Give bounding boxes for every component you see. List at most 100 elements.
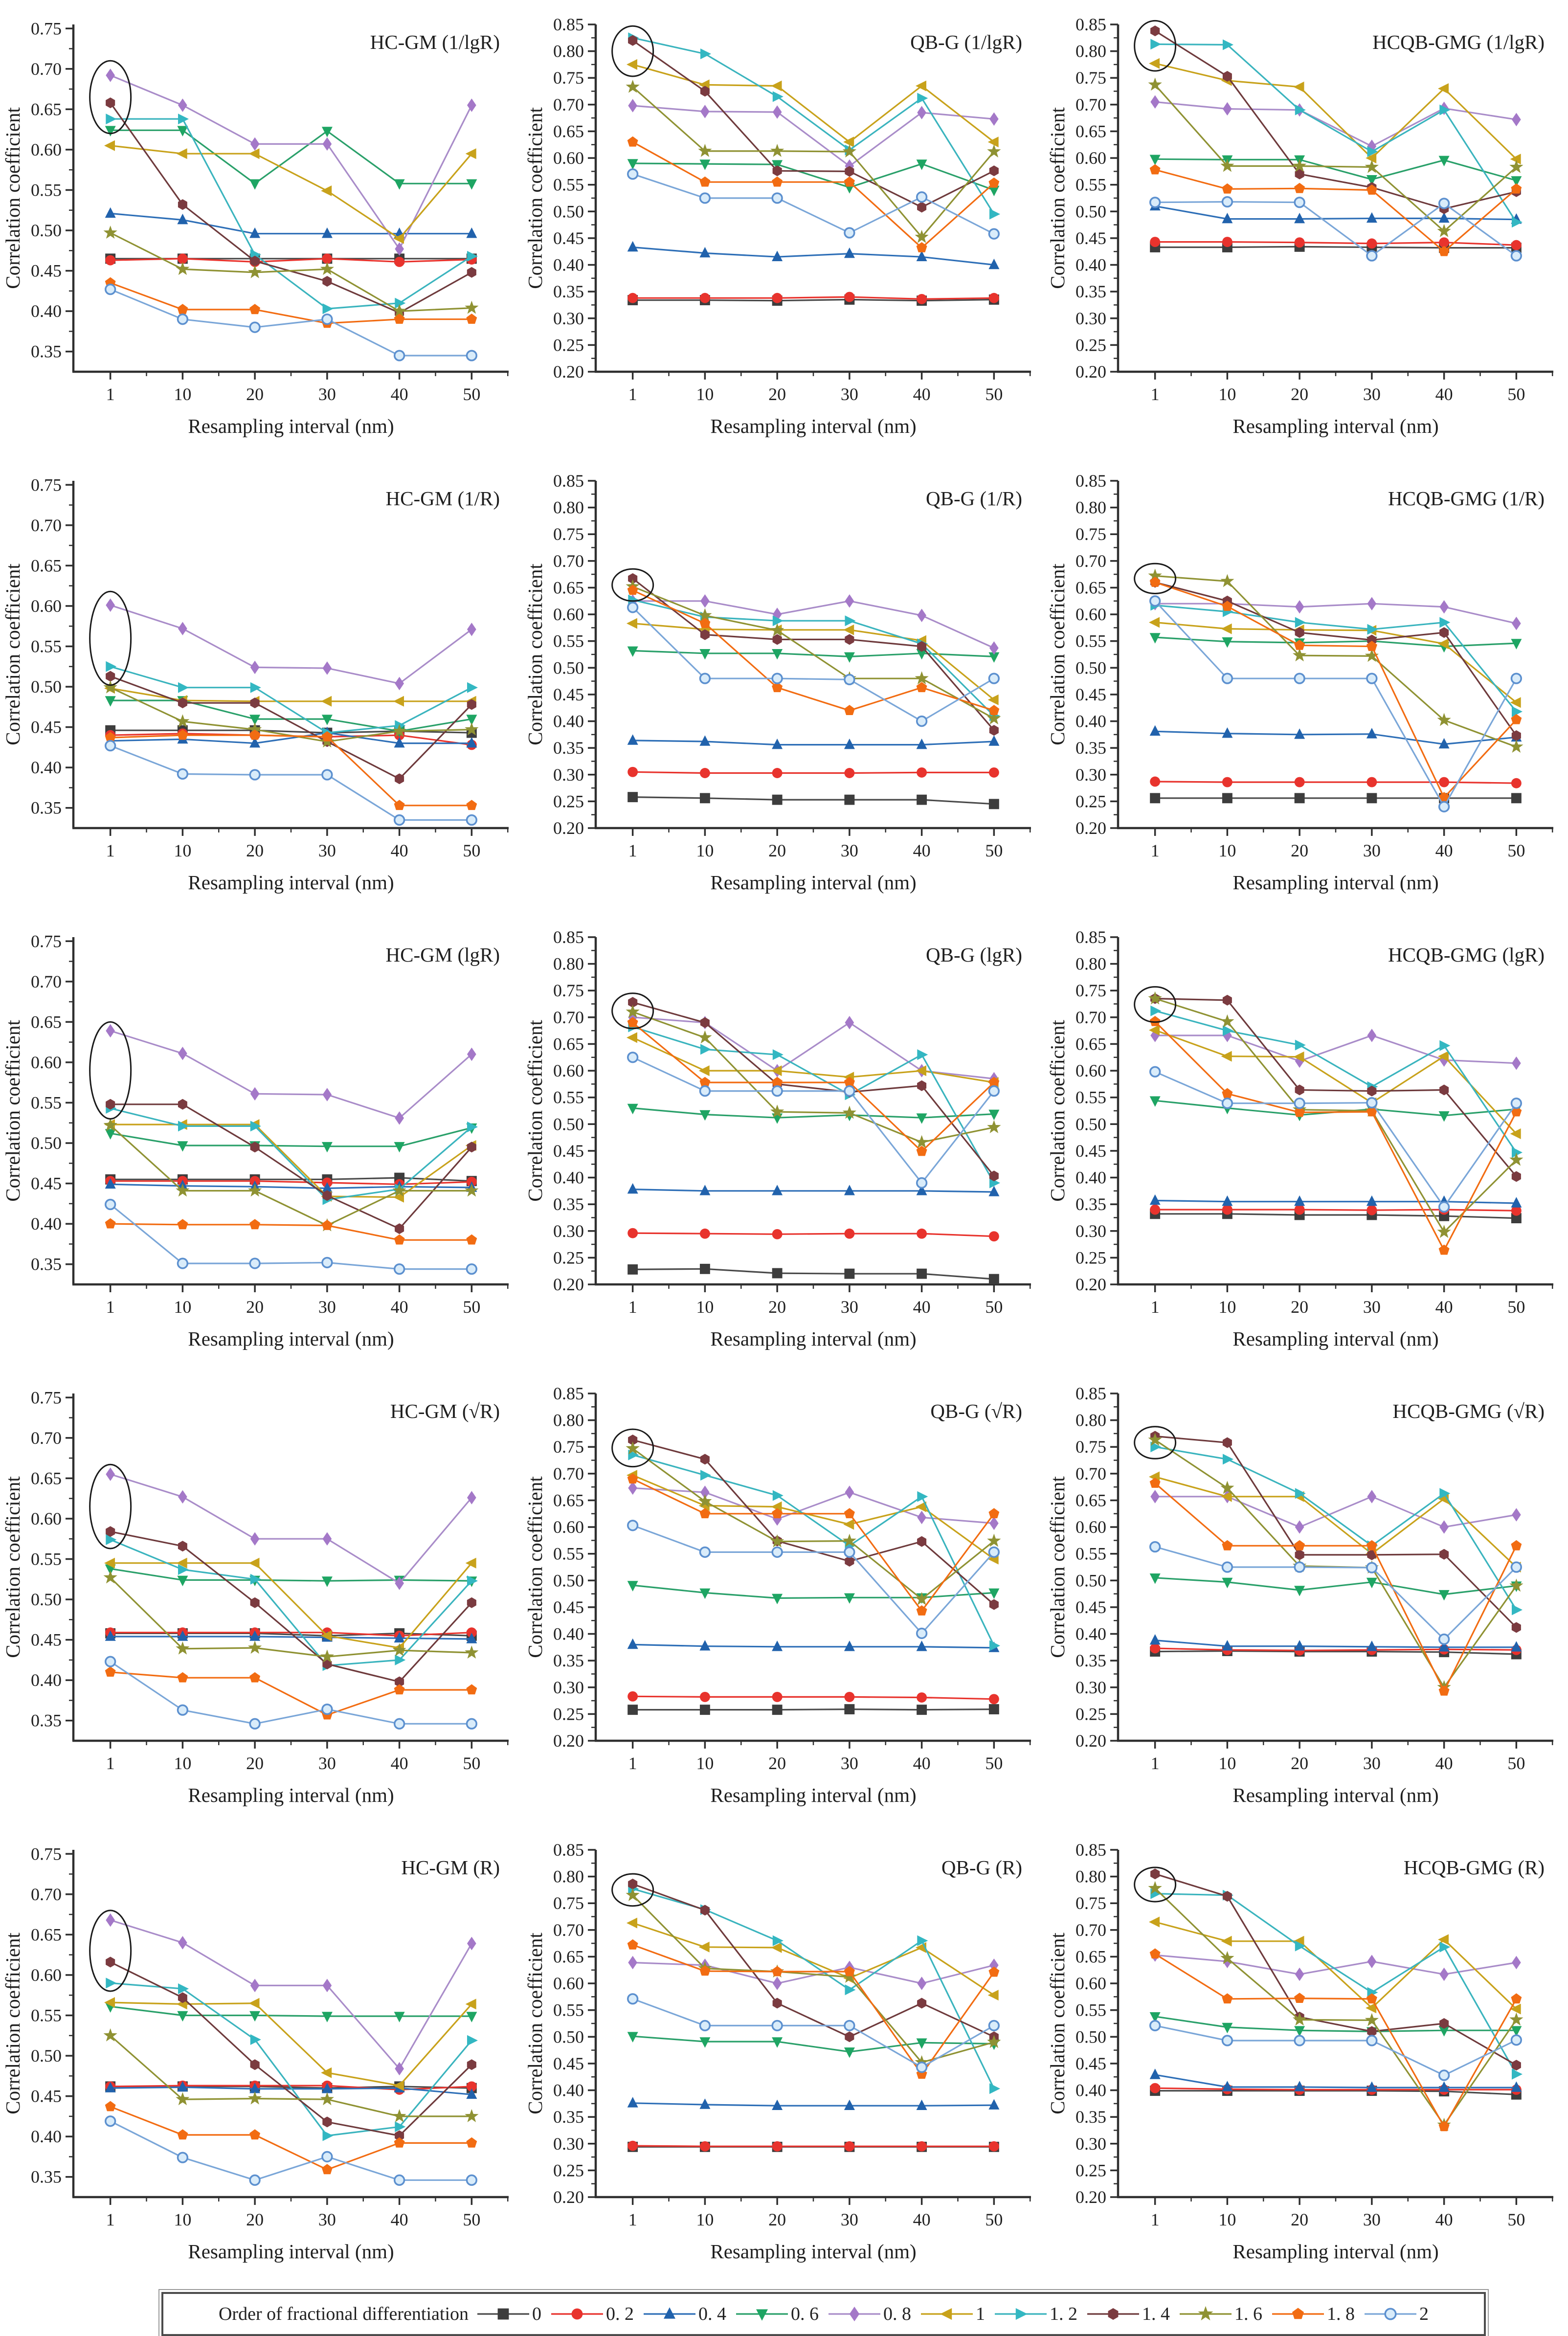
series-markers-order-0.8 [106, 1467, 476, 1590]
svg-text:30: 30 [318, 1753, 336, 1773]
svg-text:0.30: 0.30 [553, 765, 584, 785]
svg-text:0.70: 0.70 [1075, 1008, 1106, 1027]
series-markers-order-1.6 [103, 1118, 479, 1232]
annotation-ellipse [89, 1463, 132, 1550]
svg-text:0.50: 0.50 [1075, 658, 1106, 677]
legend-marker-triangle-left-icon [921, 2308, 973, 2320]
series-line-order-1 [1155, 1029, 1517, 1135]
legend-item-order-1.2: 1. 2 [994, 2303, 1077, 2325]
svg-text:0.50: 0.50 [1075, 1114, 1106, 1134]
legend-item-order-0.4: 0. 4 [643, 2303, 726, 2325]
svg-text:1: 1 [628, 1297, 637, 1317]
svg-text:30: 30 [841, 841, 858, 860]
series-markers-order-2 [105, 740, 477, 826]
svg-text:0.45: 0.45 [1075, 1141, 1106, 1161]
series-line-order-1.8 [110, 282, 472, 324]
series-markers-order-1.4 [628, 1878, 999, 2043]
series-line-order-1.8 [110, 2106, 472, 2171]
svg-text:0.55: 0.55 [31, 1549, 62, 1569]
svg-text:10: 10 [696, 1297, 714, 1317]
series-markers-order-0.6 [105, 2002, 477, 2022]
series-markers-order-0.4 [627, 241, 1000, 270]
chart-cell-hc-gm-r: 0.35 0.40 0.45 0.50 0.55 0.60 0.65 0.70 0.75 1 10 2… [0, 1829, 522, 2286]
svg-text:0.75: 0.75 [1075, 68, 1106, 88]
y-axis-label: Correlation coefficient [1046, 1020, 1069, 1202]
subplot-title: QB-G (1/R) [926, 487, 1022, 510]
svg-text:20: 20 [768, 2210, 786, 2229]
series-markers-order-1.8 [1149, 577, 1522, 803]
series-markers-order-1.8 [627, 1017, 1000, 1156]
svg-text:0.30: 0.30 [553, 1678, 584, 1697]
series-markers-order-0.2 [627, 1691, 999, 1705]
svg-text:0.85: 0.85 [553, 15, 584, 34]
legend-items: 0 0. 2 0. 4 0. 6 0. 8 1 1. 2 1. 4 1. 6 1. 8 2 [476, 2303, 1429, 2325]
series-line-order-0.4 [1155, 2074, 1517, 2089]
series-line-order-1.2 [632, 1026, 995, 1184]
svg-text:0.55: 0.55 [1075, 2000, 1106, 2020]
svg-text:0.50: 0.50 [1075, 2027, 1106, 2046]
svg-text:0.70: 0.70 [31, 972, 62, 991]
chart-cell-hcqb-gmg-r: 0.20 0.25 0.30 0.35 0.40 0.45 0.50 0.55 0.60 0.65… [1045, 1829, 1567, 2286]
svg-text:40: 40 [913, 1753, 931, 1773]
svg-text:1: 1 [628, 2210, 637, 2229]
series-line-order-1.2 [110, 1982, 472, 2137]
series-markers-order-0.6 [627, 646, 1000, 663]
svg-text:1: 1 [1151, 1297, 1160, 1317]
svg-text:0.65: 0.65 [31, 556, 62, 575]
svg-text:0.75: 0.75 [31, 1388, 62, 1407]
svg-text:0.30: 0.30 [1075, 765, 1106, 785]
series-markers-order-1.4 [628, 35, 999, 213]
svg-text:0.20: 0.20 [1075, 1731, 1106, 1751]
x-axis-label: Resampling interval (nm) [710, 871, 916, 894]
svg-text:0.80: 0.80 [1075, 498, 1106, 517]
series-markers-order-1.6 [103, 1570, 479, 1663]
series-line-order-0.8 [110, 604, 472, 685]
series-markers-order-0.2 [1150, 237, 1522, 250]
svg-text:0.35: 0.35 [553, 1651, 584, 1670]
svg-text:0.25: 0.25 [553, 2160, 584, 2180]
svg-text:0.25: 0.25 [553, 335, 584, 355]
svg-text:0.50: 0.50 [1075, 202, 1106, 221]
svg-text:0.50: 0.50 [553, 1114, 584, 1134]
chart-cell-hc-gm-1-lgr: 0.35 0.40 0.45 0.50 0.55 0.60 0.65 0.70 0.75 1 10 2… [0, 4, 522, 460]
series-markers-order-0.8 [1150, 1948, 1521, 1981]
svg-text:40: 40 [1435, 384, 1453, 404]
svg-text:0.50: 0.50 [553, 2027, 584, 2046]
svg-text:0.25: 0.25 [1075, 2160, 1106, 2180]
legend-item-order-1: 1 [920, 2303, 985, 2325]
svg-text:0.65: 0.65 [31, 1468, 62, 1488]
annotation-ellipse [1134, 20, 1177, 72]
legend-item-order-2: 2 [1364, 2303, 1429, 2325]
svg-text:0.55: 0.55 [553, 631, 584, 651]
x-axis-label: Resampling interval (nm) [1232, 415, 1438, 437]
svg-text:0.85: 0.85 [553, 1384, 584, 1403]
series-line-order-0.4 [110, 732, 472, 744]
svg-text:0.40: 0.40 [553, 255, 584, 275]
svg-text:0.30: 0.30 [1075, 1221, 1106, 1241]
subplot-qb-g-r: 0.20 0.25 0.30 0.35 0.40 0.45 0.50 0.55 0.60 0.65… [524, 1840, 1031, 2263]
series-markers-order-1.8 [1149, 1016, 1522, 1255]
svg-text:0.50: 0.50 [553, 658, 584, 677]
chart-cell-hc-gm-lgr: 0.35 0.40 0.45 0.50 0.55 0.60 0.65 0.70 0.75 1 10 2… [0, 917, 522, 1373]
series-markers-order-0.8 [106, 1024, 476, 1125]
series-line-order-0.2 [110, 1180, 472, 1185]
svg-text:0.60: 0.60 [31, 596, 62, 616]
series-line-order-1 [1155, 621, 1517, 703]
series-line-order-0.8 [1155, 101, 1517, 147]
x-axis-label: Resampling interval (nm) [710, 1327, 916, 1350]
series-markers-order-1.2 [1150, 600, 1523, 717]
chart-cell-qb-g-r: 0.20 0.25 0.30 0.35 0.40 0.45 0.50 0.55 0.60 0.65… [522, 1373, 1045, 1829]
svg-text:40: 40 [391, 384, 408, 404]
series-markers-order-0 [627, 1263, 999, 1284]
svg-text:0.60: 0.60 [1075, 148, 1106, 168]
legend-marker-hexagon-icon [1087, 2308, 1139, 2320]
series-line-order-1.8 [1154, 1953, 1517, 2129]
svg-text:0.40: 0.40 [31, 758, 62, 777]
series-line-order-0.4 [632, 1189, 994, 1193]
series-line-order-1.4 [1155, 998, 1517, 1177]
svg-text:10: 10 [696, 384, 714, 404]
series-markers-order-0.8 [628, 99, 999, 173]
svg-text:50: 50 [1507, 2210, 1525, 2229]
svg-text:30: 30 [1363, 1753, 1381, 1773]
series-line-order-0.4 [1155, 1640, 1517, 1648]
